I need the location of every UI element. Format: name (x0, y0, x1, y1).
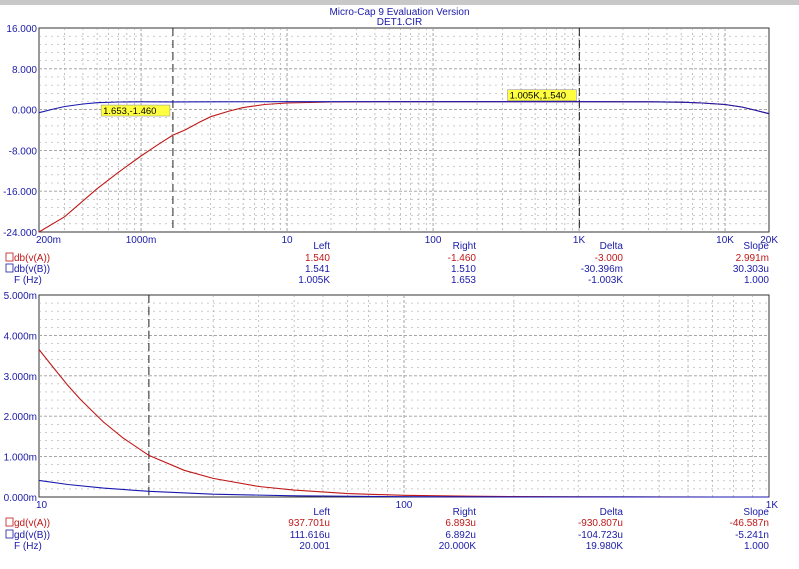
x-tick-label: 1000m (126, 235, 157, 246)
table-header: Slope (743, 241, 769, 252)
legend-marker (5, 263, 14, 273)
x-tick-label: 20K (760, 235, 778, 246)
series-line-dbvb (38, 101, 770, 115)
table-cell: 1.653 (451, 275, 476, 286)
x-tick-label: 1K (766, 500, 779, 511)
table-row-name: db(v(A)) (14, 253, 50, 264)
x-tick-label: 100 (396, 500, 413, 511)
table-cell: 30.303u (733, 264, 769, 275)
table-cell: 1.540 (305, 253, 330, 264)
table-cell: -46.587n (730, 518, 769, 529)
table-header: Slope (743, 507, 769, 518)
cursor-value-label: 1.653,-1.460 (100, 104, 171, 117)
y-tick-label: 1.000m (4, 453, 37, 464)
y-tick-label: -8.000 (9, 146, 38, 157)
cursor-label-box (100, 104, 171, 117)
legend-marker (5, 252, 14, 262)
table-cell: 20.001 (299, 541, 330, 552)
table-cell: 19.980K (586, 541, 624, 552)
table-row-name: F (Hz) (14, 541, 42, 552)
y-tick-label: 0.000m (4, 493, 37, 504)
table-cell: -1.003K (588, 275, 623, 286)
table-header: Right (453, 241, 477, 252)
y-tick-label: 3.000m (4, 372, 37, 383)
x-tick-label: 100 (425, 235, 442, 246)
table-header: Right (453, 507, 477, 518)
app-title: Micro-Cap 9 Evaluation Version (329, 7, 470, 18)
table-row-name: db(v(B)) (14, 264, 50, 275)
table-row-name: gd(v(B)) (14, 530, 50, 541)
cursor-label-text: 1.653,-1.460 (103, 106, 156, 117)
cursor-label-box (507, 89, 577, 101)
table-cell: -3.000 (595, 253, 624, 264)
window-top-bar (0, 0, 799, 5)
table-cell: 937.701u (288, 518, 330, 529)
table-cell: 6.893u (445, 518, 476, 529)
table-header: Left (313, 507, 330, 518)
table-header: Delta (600, 507, 624, 518)
table-row-name: F (Hz) (14, 275, 42, 286)
table-cell: 1.541 (305, 264, 330, 275)
x-tick-label: 1K (573, 235, 586, 246)
y-tick-label: 0.000 (12, 106, 37, 117)
table-cell: -30.396m (581, 264, 623, 275)
chart-1: 16.000 8.000 0.000 -8.000 -16.000 -24.000200m… (3, 24, 778, 286)
cursor-value-label: 1.005K,1.540 (507, 89, 577, 102)
y-tick-label: 16.000 (6, 24, 37, 35)
circuit-file-title: DET1.CIR (376, 17, 423, 28)
table-cell: -5.241n (735, 530, 769, 541)
y-tick-label: 8.000 (12, 65, 37, 76)
y-tick-label: -16.000 (3, 187, 37, 198)
table-cell: -104.723u (578, 530, 623, 541)
y-tick-label: 4.000m (4, 331, 37, 342)
table-cell: 1.510 (451, 264, 476, 275)
x-tick-label: 10 (36, 500, 48, 511)
table-cell: 1.005K (298, 275, 330, 286)
x-tick-label: 200m (36, 235, 61, 246)
table-cell: 6.892u (445, 530, 476, 541)
plot-frame (38, 27, 770, 233)
table-cell: -930.807u (578, 518, 623, 529)
y-tick-label: 2.000m (4, 412, 37, 423)
table-row-name: gd(v(A)) (14, 518, 50, 529)
x-tick-label: 10 (281, 235, 293, 246)
y-tick-label: -24.000 (3, 228, 37, 239)
table-cell: 20.000K (439, 541, 477, 552)
table-cell: 1.000 (744, 275, 769, 286)
series-line-gdvb (38, 479, 769, 498)
table-cell: 2.991m (736, 253, 769, 264)
x-tick-label: 10K (716, 235, 734, 246)
table-cell: -1.460 (448, 253, 477, 264)
table-cell: 1.000 (744, 541, 769, 552)
table-cell: 111.616u (290, 530, 330, 541)
legend-marker (5, 529, 14, 539)
table-header: Delta (600, 241, 624, 252)
cursor-label-text: 1.005K,1.540 (510, 91, 567, 102)
legend-marker (5, 517, 14, 527)
y-tick-label: 5.000m (4, 291, 37, 302)
table-header: Left (313, 241, 330, 252)
